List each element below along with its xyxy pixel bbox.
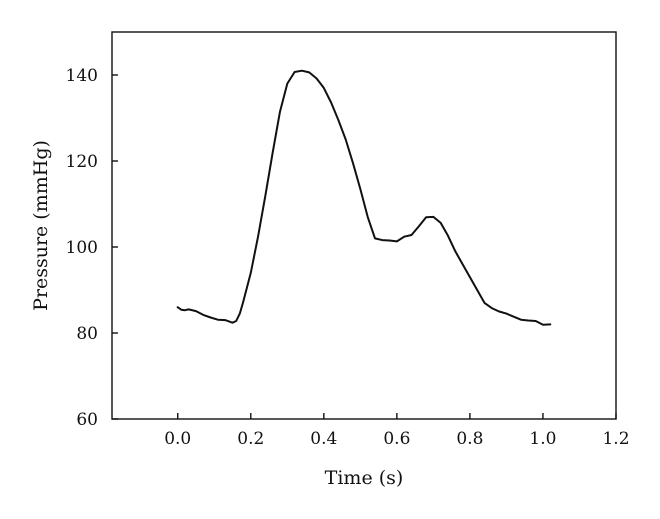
x-tick-label: 0.4 <box>310 429 337 449</box>
x-axis-title: Time (s) <box>325 467 404 489</box>
x-tick-label: 1.0 <box>529 429 556 449</box>
y-tick-label: 80 <box>76 324 98 344</box>
x-tick-label: 0.6 <box>383 429 410 449</box>
x-axis-ticks: 0.0 0.2 0.4 0.6 0.8 1.0 1.2 <box>164 413 630 449</box>
y-tick-label: 140 <box>66 66 98 86</box>
x-tick-label: 0.0 <box>164 429 191 449</box>
axes-frame <box>111 31 617 420</box>
y-tick-label: 120 <box>66 152 98 172</box>
pressure-line <box>176 69 552 326</box>
x-tick-label: 0.2 <box>237 429 264 449</box>
x-tick-label: 1.2 <box>602 429 629 449</box>
plot-area <box>111 31 617 420</box>
y-tick-label: 60 <box>76 410 98 430</box>
y-axis-ticks: 60 80 100 120 140 <box>66 66 118 430</box>
y-tick-label: 100 <box>66 238 98 258</box>
y-axis-title: Pressure (mmHg) <box>30 140 52 311</box>
x-tick-label: 0.8 <box>456 429 483 449</box>
